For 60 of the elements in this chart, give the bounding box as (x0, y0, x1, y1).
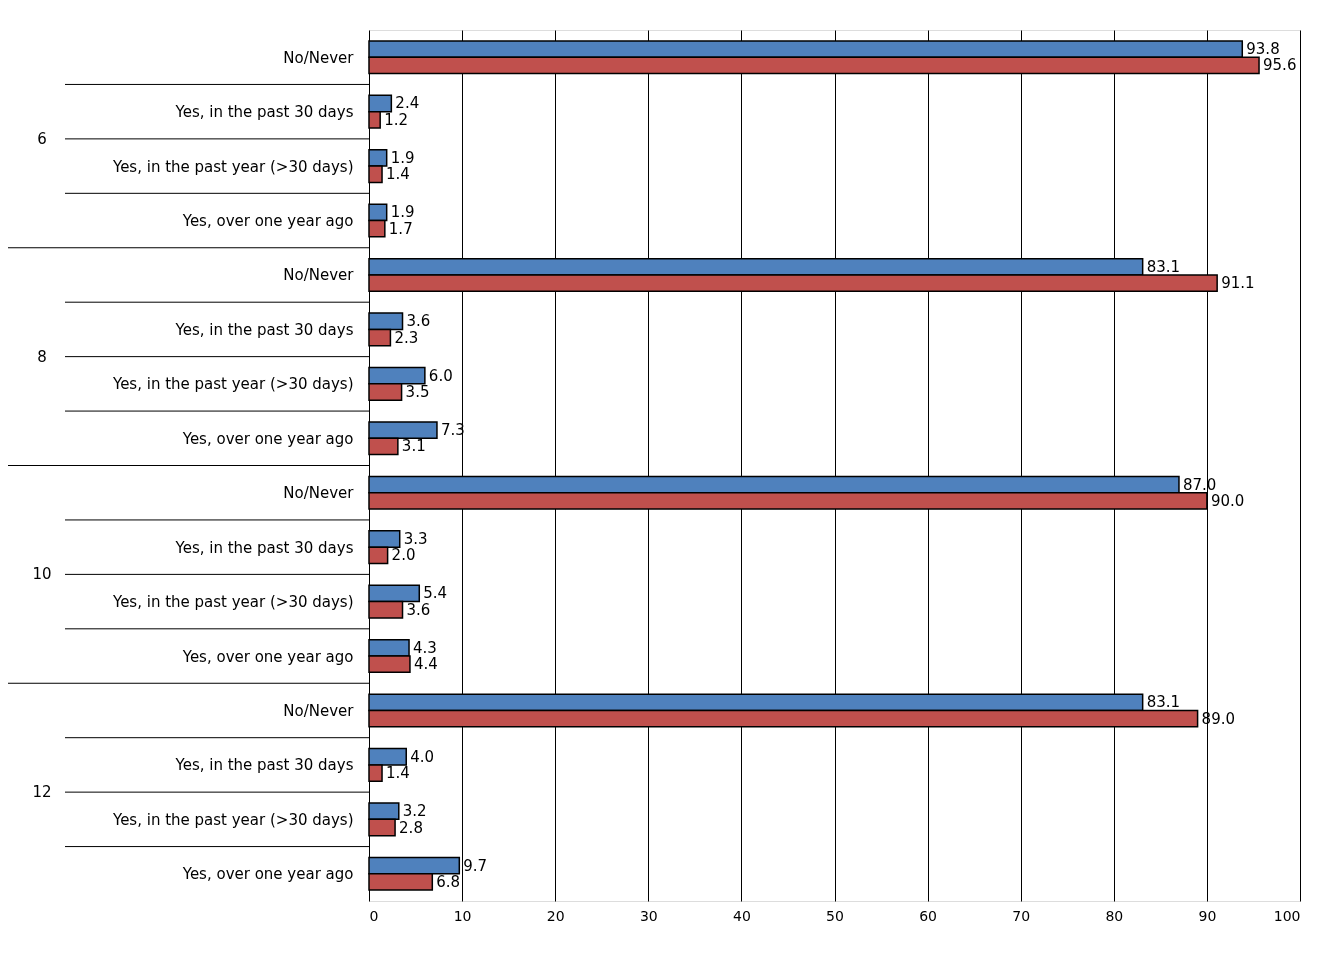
y-tick-label: Yes, in the past 30 days (174, 538, 354, 557)
x-tick-label: 0 (369, 907, 379, 924)
text: 10 (32, 565, 52, 584)
data-label: 1.4 (386, 764, 410, 783)
y-tick-label: No/Never (283, 484, 355, 503)
y-tick-label: Yes, over one year ago (181, 647, 354, 666)
data-label: 1.4 (386, 165, 410, 184)
data-label: 90.0 (1210, 491, 1245, 510)
x-tick-label: 30 (639, 907, 658, 924)
data-label: 1.9 (390, 148, 415, 167)
x-tick-label: 40 (732, 907, 751, 924)
y-tick-label: No/Never (283, 701, 355, 720)
y-tick-label: Yes, over one year ago (181, 212, 354, 231)
data-label: 1.7 (388, 219, 413, 238)
y-tick-label: Yes, in the past year (>30 days) (111, 810, 354, 829)
x-tick-label: 50 (826, 907, 844, 924)
data-label: 5.4 (423, 584, 448, 603)
x-tick-label: 90 (1198, 907, 1217, 924)
y-tick-label: Yes, in the past 30 days (174, 320, 354, 339)
text: 8 (37, 347, 47, 366)
data-label: 83.1 (1146, 693, 1181, 712)
data-label: 9.7 (463, 856, 488, 875)
data-label: 91.1 (1221, 274, 1255, 293)
data-label: 1.2 (384, 110, 409, 129)
text: 12 (32, 783, 52, 802)
x-tick-label: 80 (1105, 907, 1124, 924)
data-label: 2.3 (394, 328, 419, 347)
y-tick-label: Yes, in the past year (>30 days) (111, 375, 354, 394)
data-label: 3.1 (401, 437, 426, 456)
data-label: 4.4 (413, 655, 438, 674)
data-label: 93.8 (1246, 40, 1280, 59)
data-label: 3.5 (405, 383, 430, 402)
data-label: 1.9 (390, 203, 415, 222)
text: 6 (37, 129, 47, 148)
y-tick-label: Yes, over one year ago (181, 429, 354, 448)
data-label: 3.3 (403, 529, 428, 548)
data-label: 95.6 (1263, 56, 1297, 75)
data-label: 3.6 (406, 600, 431, 619)
y-tick-label: Yes, over one year ago (181, 865, 354, 884)
data-label: 3.6 (406, 312, 431, 331)
data-label: 83.1 (1146, 257, 1181, 276)
data-label: 2.0 (391, 546, 416, 565)
data-label: 3.2 (402, 802, 427, 821)
data-label: 4.3 (413, 638, 437, 657)
y-tick-label: Yes, in the past 30 days (174, 756, 354, 775)
y-tick-label: No/Never (283, 48, 355, 67)
data-label: 2.8 (399, 818, 423, 837)
data-label: 2.4 (395, 94, 420, 113)
y-tick-label: Yes, in the past year (>30 days) (111, 593, 354, 612)
x-tick-label: 100 (1273, 907, 1301, 924)
y-tick-label: Yes, in the past 30 days (174, 103, 354, 122)
x-tick-label: 70 (1012, 907, 1031, 924)
x-tick-label: 10 (453, 907, 472, 924)
y-tick-label: No/Never (283, 266, 355, 285)
y-tick-label: Yes, in the past year (>30 days) (111, 157, 354, 176)
x-tick-label: 60 (919, 907, 938, 924)
data-label: 6.0 (428, 366, 453, 385)
data-label: 4.0 (410, 747, 435, 766)
x-tick-label: 20 (546, 907, 565, 924)
data-label: 6.8 (436, 872, 461, 891)
